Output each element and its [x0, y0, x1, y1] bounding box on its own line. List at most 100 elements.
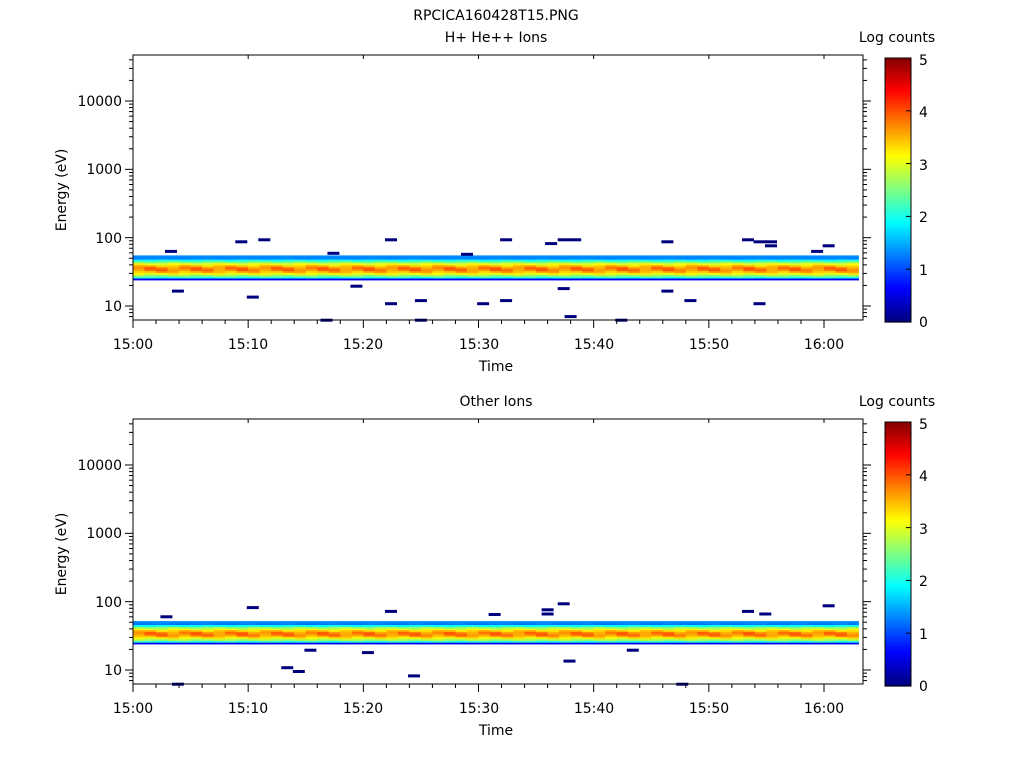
- heatmap-cell: [731, 635, 744, 638]
- heatmap-cell: [812, 259, 825, 262]
- heatmap-cell: [582, 629, 595, 633]
- heatmap-cell: [582, 276, 595, 279]
- heatmap-cell: [478, 642, 491, 645]
- heatmap-cell: [731, 259, 744, 262]
- colorbar-step: [885, 485, 911, 489]
- heatmap-cell: [317, 255, 330, 258]
- colorbar-step: [885, 116, 911, 120]
- colorbar-step: [885, 466, 911, 471]
- count-mark: [569, 238, 582, 242]
- heatmap-cell: [420, 270, 433, 273]
- heatmap-cell: [754, 259, 767, 262]
- heatmap-cell: [386, 272, 399, 275]
- heatmap-cell: [363, 629, 376, 633]
- heatmap-cell: [167, 622, 180, 626]
- heatmap-cell: [351, 266, 364, 270]
- heatmap-cell: [501, 626, 514, 629]
- heatmap-cell: [605, 278, 618, 281]
- colorbar-step: [885, 100, 911, 104]
- heatmap-cell: [582, 266, 595, 270]
- heatmap-cell: [570, 261, 583, 264]
- heatmap-cell: [213, 266, 226, 270]
- heatmap-cell: [328, 257, 341, 260]
- colorbar-step: [885, 290, 911, 294]
- heatmap-cell: [478, 261, 491, 264]
- heatmap-cell: [513, 626, 525, 629]
- heatmap-cell: [605, 261, 618, 264]
- heatmap-cell: [708, 638, 721, 641]
- heatmap-cell: [409, 640, 422, 643]
- heatmap-cell: [478, 621, 491, 624]
- heatmap-cell: [328, 629, 341, 633]
- heatmap-cell: [340, 257, 353, 260]
- heatmap-cell: [179, 631, 191, 634]
- heatmap-cell: [662, 255, 675, 258]
- heatmap-cell: [616, 640, 629, 643]
- tick-marks: [125, 55, 871, 328]
- heatmap-cell: [340, 259, 353, 262]
- count-mark: [235, 240, 248, 244]
- heatmap-cell: [259, 278, 272, 281]
- heatmap-cell: [616, 274, 629, 277]
- heatmap-cell: [328, 274, 341, 277]
- heatmap-cell: [800, 628, 813, 631]
- heatmap-cell: [559, 268, 572, 271]
- heatmap-cell: [847, 622, 859, 626]
- heatmap-cell: [374, 642, 387, 645]
- heatmap-cell: [651, 622, 664, 626]
- heatmap-cell: [766, 638, 779, 641]
- heatmap-cell: [662, 633, 675, 636]
- heatmap-cell: [144, 266, 157, 270]
- tick-marks: [125, 419, 871, 692]
- heatmap-cell: [582, 638, 595, 641]
- heatmap-cell: [374, 255, 387, 258]
- heatmap-cell: [524, 268, 537, 271]
- x-tick-label: 16:00: [804, 701, 844, 717]
- heatmap-cell: [397, 262, 410, 266]
- heatmap-cell: [777, 622, 790, 626]
- heatmap-cell: [789, 255, 802, 258]
- heatmap-cell: [559, 272, 572, 275]
- heatmap-cell: [847, 629, 859, 633]
- heatmap-cell: [478, 622, 491, 626]
- colorbar-step: [885, 617, 911, 621]
- colorbar-tick-label: 0: [919, 315, 928, 331]
- heatmap-cell: [777, 629, 790, 633]
- heatmap-cell: [697, 631, 710, 634]
- heatmap-cell: [351, 264, 364, 268]
- x-tick-label: 15:20: [343, 701, 383, 717]
- heatmap-cell: [708, 628, 721, 631]
- heatmap-cell: [524, 622, 537, 626]
- heatmap-cell: [559, 626, 572, 629]
- colorbar-step: [885, 150, 911, 154]
- heatmap-cell: [766, 266, 779, 270]
- heatmap-cell: [501, 259, 514, 262]
- heatmap-cell: [662, 266, 675, 270]
- heatmap-cell: [225, 640, 238, 643]
- heatmap-cell: [743, 278, 756, 281]
- colorbar-step: [885, 102, 911, 107]
- heatmap-cell: [766, 274, 779, 277]
- heatmap-cell: [835, 638, 848, 641]
- heatmap-cell: [432, 626, 445, 629]
- heatmap-cell: [593, 642, 606, 645]
- heatmap-cell: [271, 274, 284, 277]
- heatmap-cell: [156, 268, 168, 271]
- heatmap-cell: [294, 638, 307, 641]
- heatmap-cell: [674, 626, 687, 629]
- heatmap-cell: [363, 270, 376, 273]
- heatmap-cell: [374, 262, 387, 266]
- heatmap-cell: [397, 268, 410, 271]
- heatmap-cell: [674, 631, 687, 634]
- heatmap-cell: [179, 622, 191, 626]
- count-mark: [385, 302, 397, 306]
- heatmap-cell: [708, 624, 721, 627]
- heatmap-cell: [409, 621, 422, 624]
- colorbar-step: [885, 458, 911, 463]
- heatmap-cell: [305, 631, 318, 634]
- heatmap-cell: [513, 629, 525, 633]
- heatmap-cell: [374, 257, 387, 260]
- heatmap-cell: [432, 278, 445, 281]
- heatmap-cell: [559, 633, 572, 636]
- heatmap-cell: [478, 635, 491, 638]
